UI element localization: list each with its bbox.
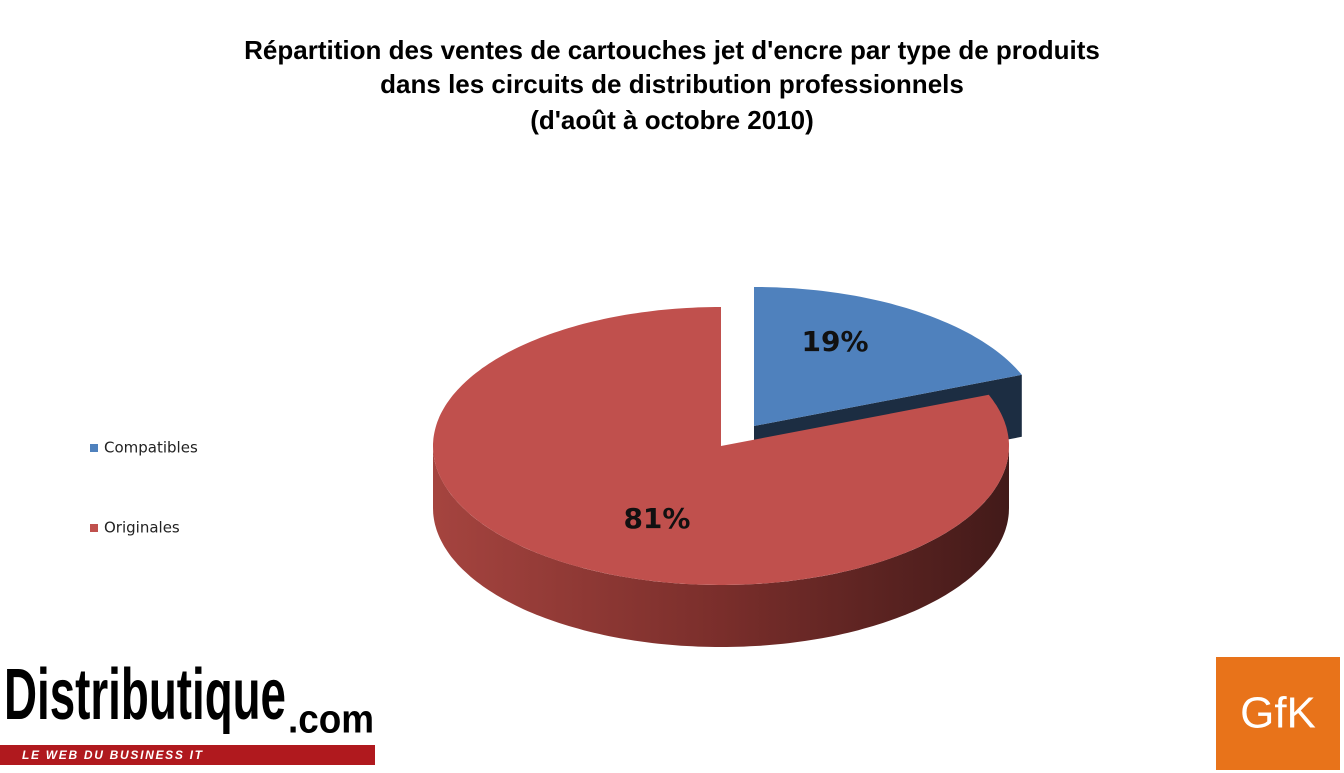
- legend: Compatibles Originales: [90, 439, 198, 537]
- slice: [433, 307, 1009, 585]
- value-label: 81%: [623, 502, 690, 535]
- gfk-logo: GfK: [1216, 657, 1340, 770]
- gfk-text: GfK: [1240, 689, 1316, 738]
- distributique-logo: Distributique .com LE WEB DU BUSINESS IT: [0, 655, 375, 765]
- logo-tagline: LE WEB DU BUSINESS IT: [22, 748, 204, 762]
- pie: 19% 81%: [433, 287, 1022, 647]
- legend-swatch: [90, 444, 98, 452]
- legend-label: Originales: [104, 519, 180, 537]
- value-label: 19%: [802, 325, 869, 358]
- slice: [754, 287, 1022, 426]
- legend-swatch: [90, 524, 98, 532]
- logo-suffix: .com: [288, 698, 374, 742]
- logo-name: Distributique: [4, 655, 286, 735]
- logo-bar: [0, 745, 375, 765]
- chart-title: dans les circuits de distribution profes…: [380, 69, 964, 99]
- slice-side: [433, 446, 1009, 647]
- chart-title: Répartition des ventes de cartouches jet…: [244, 35, 1100, 65]
- legend-label: Compatibles: [104, 439, 198, 457]
- chart-title: (d'août à octobre 2010): [530, 105, 814, 135]
- gfk-box: [1216, 657, 1340, 770]
